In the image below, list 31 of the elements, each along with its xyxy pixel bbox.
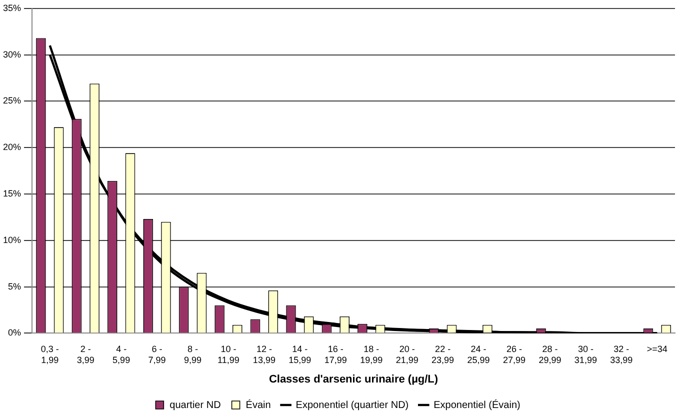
- x-tick-label: 4 - 5,99: [112, 344, 130, 365]
- legend-label: Exponentiel (Évain): [434, 398, 520, 411]
- y-tick-label: 5%: [8, 281, 22, 292]
- x-tick-label: 2 - 3,99: [76, 344, 94, 365]
- y-tick-label: 15%: [3, 188, 22, 198]
- y-tick-label: 25%: [3, 96, 22, 106]
- x-tick-label: 32 - 33,99: [610, 344, 633, 365]
- x-tick-label: 20 - 21,99: [396, 344, 418, 365]
- x-tick-label: 30 - 31,99: [574, 344, 597, 365]
- legend-label: Évain: [246, 398, 271, 411]
- x-tick-label: 14 - 15,99: [288, 344, 312, 365]
- x-axis-title: Classes d'arsenic urinaire (µg/L): [268, 373, 438, 386]
- x-tick-label: 16 - 17,99: [324, 344, 347, 365]
- x-tick-label: 24 - 25,99: [467, 344, 490, 365]
- x-tick-label: 8 - 9,99: [184, 344, 202, 365]
- x-tick-label: 10 - 11,99: [218, 344, 240, 365]
- x-tick-label: 18 - 19,99: [360, 344, 383, 365]
- x-tick-label: 28 - 29,99: [538, 344, 562, 365]
- x-tick-label: 22 - 23,99: [432, 344, 454, 365]
- y-tick-label: 30%: [3, 49, 22, 60]
- x-tick-label: >=34: [646, 344, 668, 354]
- y-tick-label: 35%: [3, 2, 22, 13]
- y-tick-label: 0%: [8, 328, 22, 338]
- legend-label: quartier ND: [170, 400, 221, 411]
- x-tick-label: 12 - 13,99: [252, 344, 276, 365]
- x-tick-label: 26 - 27,99: [502, 344, 526, 365]
- y-tick-label: 20%: [3, 142, 22, 152]
- y-tick-label: 10%: [3, 234, 22, 245]
- legend-label: Exponentiel (quartier ND): [296, 400, 409, 411]
- x-tick-label: 0,3 - 1,99: [40, 344, 59, 365]
- x-tick-label: 6 - 7,99: [148, 344, 166, 365]
